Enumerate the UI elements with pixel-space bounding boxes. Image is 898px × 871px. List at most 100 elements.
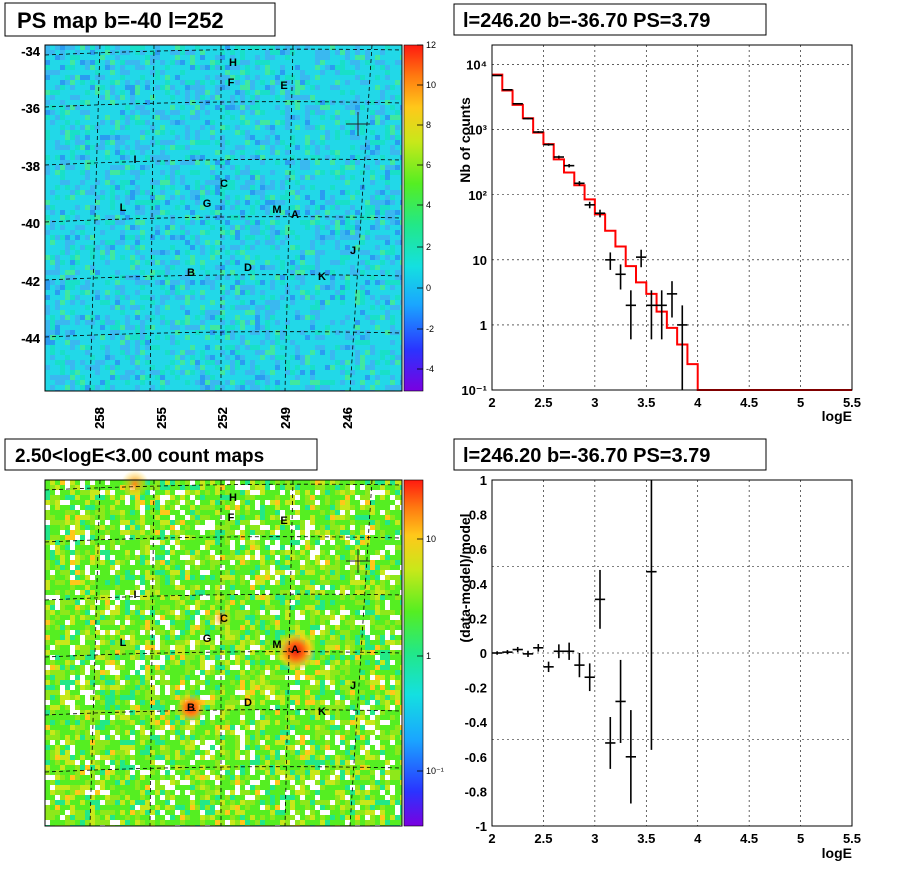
residual-y-ticks: 1 0.8 0.6 0.4 0.2 0 -0.2 -0.4 -0.6 -0.8 -1 [465,473,488,834]
spectrum-y-label: Nb of counts [457,97,473,183]
residual-y-tick: 0.4 [469,577,488,592]
spectrum-data-point [646,290,657,340]
source-label-e: E [280,80,287,92]
source-label-g: G [203,633,212,645]
count-map-coord-grid [44,479,403,827]
source-label-j: J [350,245,356,257]
residual-x-tick: 5.5 [843,831,861,846]
source-label-a: A [291,644,299,656]
count-map-crosshair [346,549,370,573]
colorbar-tick-label: 10 [426,80,436,90]
spectrum-y-tick: 10⁻¹ [461,383,487,398]
source-label-m: M [272,204,281,216]
count-map-frame [44,479,403,827]
source-label-f: F [228,512,235,524]
residual-y-tick: 0 [480,646,487,661]
spectrum-plot-area [492,45,852,390]
map-y-tick: -38 [21,159,40,174]
residual-data-point [492,651,503,655]
map-y-tick: -44 [21,331,41,346]
spectrum-x-tick: 4 [694,395,702,410]
source-label-i: I [133,589,136,601]
colorbar-tick-label: -4 [426,364,434,374]
spectrum-data-point [666,281,678,318]
colorbar-tick-label: 10⁻¹ [426,766,444,776]
ps-map-x-ticks: 258 255 252 249 246 [92,407,355,429]
count-map-title-box [4,438,318,471]
residual-data-series [492,480,657,804]
count-map-colorbar [403,479,424,827]
residual-y-tick: -1 [475,819,487,834]
source-label-k: K [318,271,326,283]
spectrum-data-point [502,88,513,91]
residual-y-tick: -0.6 [465,750,487,765]
spectrum-data-point [492,74,503,77]
residual-x-tick: 3.5 [637,831,655,846]
residual-x-ticks: 2 2.5 3 3.5 4 4.5 5 5.5 [488,831,861,846]
source-label-l: L [120,202,127,214]
source-label-a: A [291,209,299,221]
spectrum-data-point [625,290,636,340]
spectrum-data-point [594,209,606,218]
map-x-tick: 252 [215,407,230,429]
source-label-d: D [244,697,252,709]
residual-panel: l=246.20 b=-36.70 PS=3.79 2 2.5 3 3.5 4 4.5 5 5… [453,438,861,861]
spectrum-data-point [605,252,616,270]
residual-data-point [522,650,534,657]
residual-data-point [615,659,626,743]
spectrum-title: l=246.20 b=-36.70 PS=3.79 [463,10,710,32]
hotspot-b [176,693,206,723]
spectrum-title-box [453,3,767,36]
map-x-tick: 255 [154,407,169,429]
source-label-c: C [220,613,228,625]
spectrum-data-point [564,163,575,168]
residual-y-tick: 0.8 [469,508,487,523]
source-label-g: G [203,198,212,210]
residual-data-point [594,569,606,629]
map-x-tick: 246 [340,407,355,429]
count-map-heatmap [45,480,402,826]
spectrum-data-point [615,264,626,290]
spectrum-data-point [584,201,595,209]
map-y-tick: -34 [21,44,41,59]
residual-data-point [574,653,585,678]
hotspot-c [212,608,232,628]
residual-data-point [584,663,595,692]
map-y-tick: -42 [21,274,40,289]
spectrum-x-tick: 5 [797,395,804,410]
colorbar-tick-label: 10 [426,534,436,544]
residual-data-point [533,644,544,652]
source-label-i: I [133,154,136,166]
source-label-c: C [220,178,228,190]
map-y-tick: -40 [21,216,40,231]
count-map-hotspots [121,470,316,723]
map-x-tick: 258 [92,407,107,429]
residual-y-tick: -0.2 [465,681,487,696]
residual-title: l=246.20 b=-36.70 PS=3.79 [463,445,710,467]
spectrum-data-point [543,143,554,146]
hotspot-a [276,631,316,671]
residual-y-tick: 0.2 [469,611,487,626]
spectrum-data-point [574,181,585,186]
spectrum-x-tick: 4.5 [740,395,758,410]
ps-map-frame [44,44,403,392]
residual-data-point [543,661,554,673]
count-map-source-labels: HF E I C L G M A J D B K [120,492,356,718]
residual-data-point [502,650,513,655]
ps-map-y-ticks: -34 -36 -38 -40 -42 -44 [21,44,41,346]
spectrum-data-series [492,74,688,390]
colorbar-tick-label: 12 [426,40,436,50]
spectrum-x-tick: 3.5 [637,395,655,410]
source-label-h: H [229,57,237,69]
map-y-tick: -44 [21,331,41,346]
ps-map-crosshair [346,112,370,136]
residual-x-tick: 4 [694,831,702,846]
residual-data-point [564,642,575,660]
map-y-tick: -36 [21,101,40,116]
spectrum-data-point [533,131,544,133]
residual-x-tick: 2 [488,831,495,846]
residual-data-point [553,644,564,659]
map-y-tick: -42 [21,274,40,289]
spectrum-data-point [636,249,647,268]
